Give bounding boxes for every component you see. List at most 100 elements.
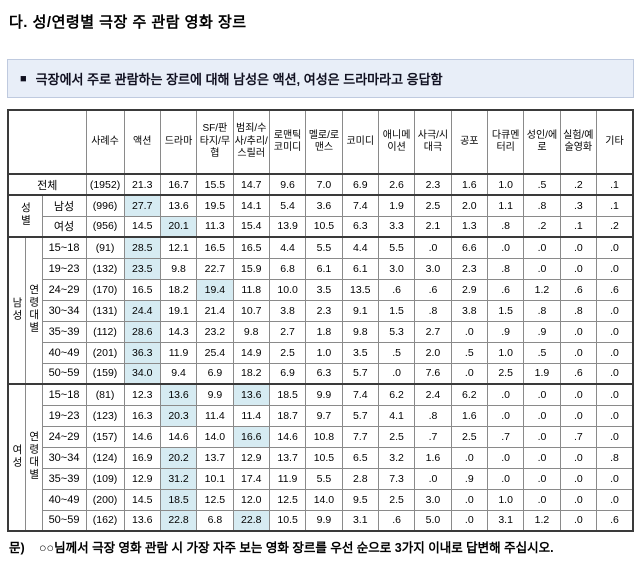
table-row: 여성 연령대별 15~18 (81) 12.3 13.6 9.9 13.6 18.5 9.9 7.4… bbox=[7, 383, 634, 532]
case-count: (81) bbox=[85, 383, 125, 406]
highlighted-value-cell: 20.2 bbox=[159, 446, 198, 469]
value-cell: 7.0 bbox=[305, 173, 343, 196]
value-cell: 5.7 bbox=[341, 362, 379, 385]
case-count: (170) bbox=[85, 278, 125, 301]
value-cell: .0 bbox=[450, 488, 488, 511]
value-cell: 6.1 bbox=[305, 257, 343, 280]
value-cell: 9.8 bbox=[159, 257, 198, 280]
value-cell: 12.1 bbox=[159, 236, 198, 259]
table-row: 24~29 (170) 16.5 18.2 19.4 11.8 10.0 3.5 13.5.6.… bbox=[8, 278, 634, 301]
value-cell: 1.6 bbox=[414, 446, 452, 469]
value-cell: 22.7 bbox=[196, 257, 234, 280]
value-cell: 3.1 bbox=[486, 509, 525, 532]
value-cell: 6.5 bbox=[341, 446, 379, 469]
row-label: 35~39 bbox=[41, 320, 87, 343]
value-cell: 11.4 bbox=[232, 404, 270, 427]
value-cell: .0 bbox=[523, 404, 561, 427]
table-row: 19~23 (132) 23.5 9.8 22.7 15.9 6.8 6.1 6.1 3.0 3.0… bbox=[8, 257, 634, 280]
value-cell: 9.4 bbox=[159, 362, 198, 385]
value-cell: .0 bbox=[523, 488, 561, 511]
value-cell: 7.4 bbox=[341, 383, 379, 406]
value-cell: 2.5 bbox=[268, 341, 307, 364]
value-cell: .0 bbox=[559, 488, 598, 511]
highlighted-value-cell: 20.3 bbox=[159, 404, 198, 427]
value-cell: 13.9 bbox=[268, 215, 307, 238]
case-count: (996) bbox=[85, 194, 125, 217]
value-cell: 10.7 bbox=[232, 299, 270, 322]
value-cell: 2.3 bbox=[305, 299, 343, 322]
group-label: 연령대별 bbox=[24, 383, 43, 532]
value-cell: .8 bbox=[414, 299, 452, 322]
value-cell: .0 bbox=[559, 467, 598, 490]
value-cell: 2.8 bbox=[341, 467, 379, 490]
value-cell: 2.5 bbox=[486, 362, 525, 385]
value-cell: 14.7 bbox=[232, 173, 270, 196]
value-cell: 6.2 bbox=[377, 383, 416, 406]
highlighted-value-cell: 23.5 bbox=[123, 257, 161, 280]
case-count: (132) bbox=[85, 257, 125, 280]
value-cell: 18.2 bbox=[232, 362, 270, 385]
value-cell: 3.8 bbox=[268, 299, 307, 322]
case-count: (200) bbox=[85, 488, 125, 511]
value-cell: 15.5 bbox=[196, 173, 234, 196]
value-cell: 11.8 bbox=[232, 278, 270, 301]
value-cell: .0 bbox=[486, 446, 525, 469]
value-cell: .3 bbox=[559, 194, 598, 217]
value-cell: 9.8 bbox=[232, 320, 270, 343]
value-cell: .0 bbox=[596, 257, 634, 280]
table-row: 40~49 (200) 14.5 18.5 12.5 12.0 12.5 14.0 9.5 2.5… bbox=[8, 488, 634, 511]
value-cell: .0 bbox=[559, 383, 598, 406]
case-count: (123) bbox=[85, 404, 125, 427]
value-cell: .0 bbox=[559, 446, 598, 469]
value-cell: .8 bbox=[414, 404, 452, 427]
value-cell: 12.5 bbox=[268, 488, 307, 511]
value-cell: 14.6 bbox=[159, 425, 198, 448]
value-cell: 14.1 bbox=[232, 194, 270, 217]
value-cell: 10.1 bbox=[196, 467, 234, 490]
case-count: (157) bbox=[85, 425, 125, 448]
highlighted-value-cell: 28.5 bbox=[123, 236, 161, 259]
value-cell: .5 bbox=[523, 173, 561, 196]
table-row: 30~34 (131) 24.4 19.1 21.4 10.7 3.8 2.3 9.1 1.5.8… bbox=[8, 299, 634, 322]
value-cell: 5.3 bbox=[377, 320, 416, 343]
value-cell: .0 bbox=[523, 467, 561, 490]
value-cell: 10.8 bbox=[305, 425, 343, 448]
column-header: SF/판타지/무협 bbox=[196, 109, 234, 175]
value-cell: 6.8 bbox=[196, 509, 234, 532]
footnote-label: 문) bbox=[9, 541, 25, 555]
value-cell: 14.3 bbox=[159, 320, 198, 343]
value-cell: 10.5 bbox=[268, 509, 307, 532]
value-cell: 2.1 bbox=[414, 215, 452, 238]
value-cell: 16.3 bbox=[123, 404, 161, 427]
value-cell: .0 bbox=[596, 236, 634, 259]
value-cell: .6 bbox=[596, 278, 634, 301]
value-cell: 1.3 bbox=[450, 215, 488, 238]
highlighted-value-cell: 22.8 bbox=[232, 509, 270, 532]
value-cell: .0 bbox=[596, 425, 634, 448]
column-header: 사례수 bbox=[85, 109, 125, 175]
value-cell: 23.2 bbox=[196, 320, 234, 343]
value-cell: 16.7 bbox=[159, 173, 198, 196]
value-cell: 4.4 bbox=[268, 236, 307, 259]
value-cell: 13.6 bbox=[159, 194, 198, 217]
value-cell: 10.0 bbox=[268, 278, 307, 301]
value-cell: 2.9 bbox=[450, 278, 488, 301]
value-cell: 1.8 bbox=[305, 320, 343, 343]
value-cell: 3.6 bbox=[305, 194, 343, 217]
value-cell: .8 bbox=[486, 215, 525, 238]
column-header: 사극/시대극 bbox=[414, 109, 452, 175]
table-row: 전체 (1952) 21.3 16.7 15.5 14.7 9.6 7.0 6.9 2.6 2.3 1… bbox=[7, 173, 634, 196]
value-cell: 5.5 bbox=[305, 236, 343, 259]
value-cell: 14.0 bbox=[305, 488, 343, 511]
row-label: 35~39 bbox=[41, 467, 87, 490]
value-cell: .0 bbox=[559, 341, 598, 364]
value-cell: .0 bbox=[596, 467, 634, 490]
value-cell: 6.8 bbox=[268, 257, 307, 280]
value-cell: 1.2 bbox=[523, 278, 561, 301]
value-cell: .8 bbox=[559, 299, 598, 322]
value-cell: 14.6 bbox=[268, 425, 307, 448]
value-cell: .0 bbox=[523, 446, 561, 469]
case-count: (162) bbox=[85, 509, 125, 532]
value-cell: 13.7 bbox=[196, 446, 234, 469]
note-bullet-icon: ■ bbox=[20, 72, 27, 85]
